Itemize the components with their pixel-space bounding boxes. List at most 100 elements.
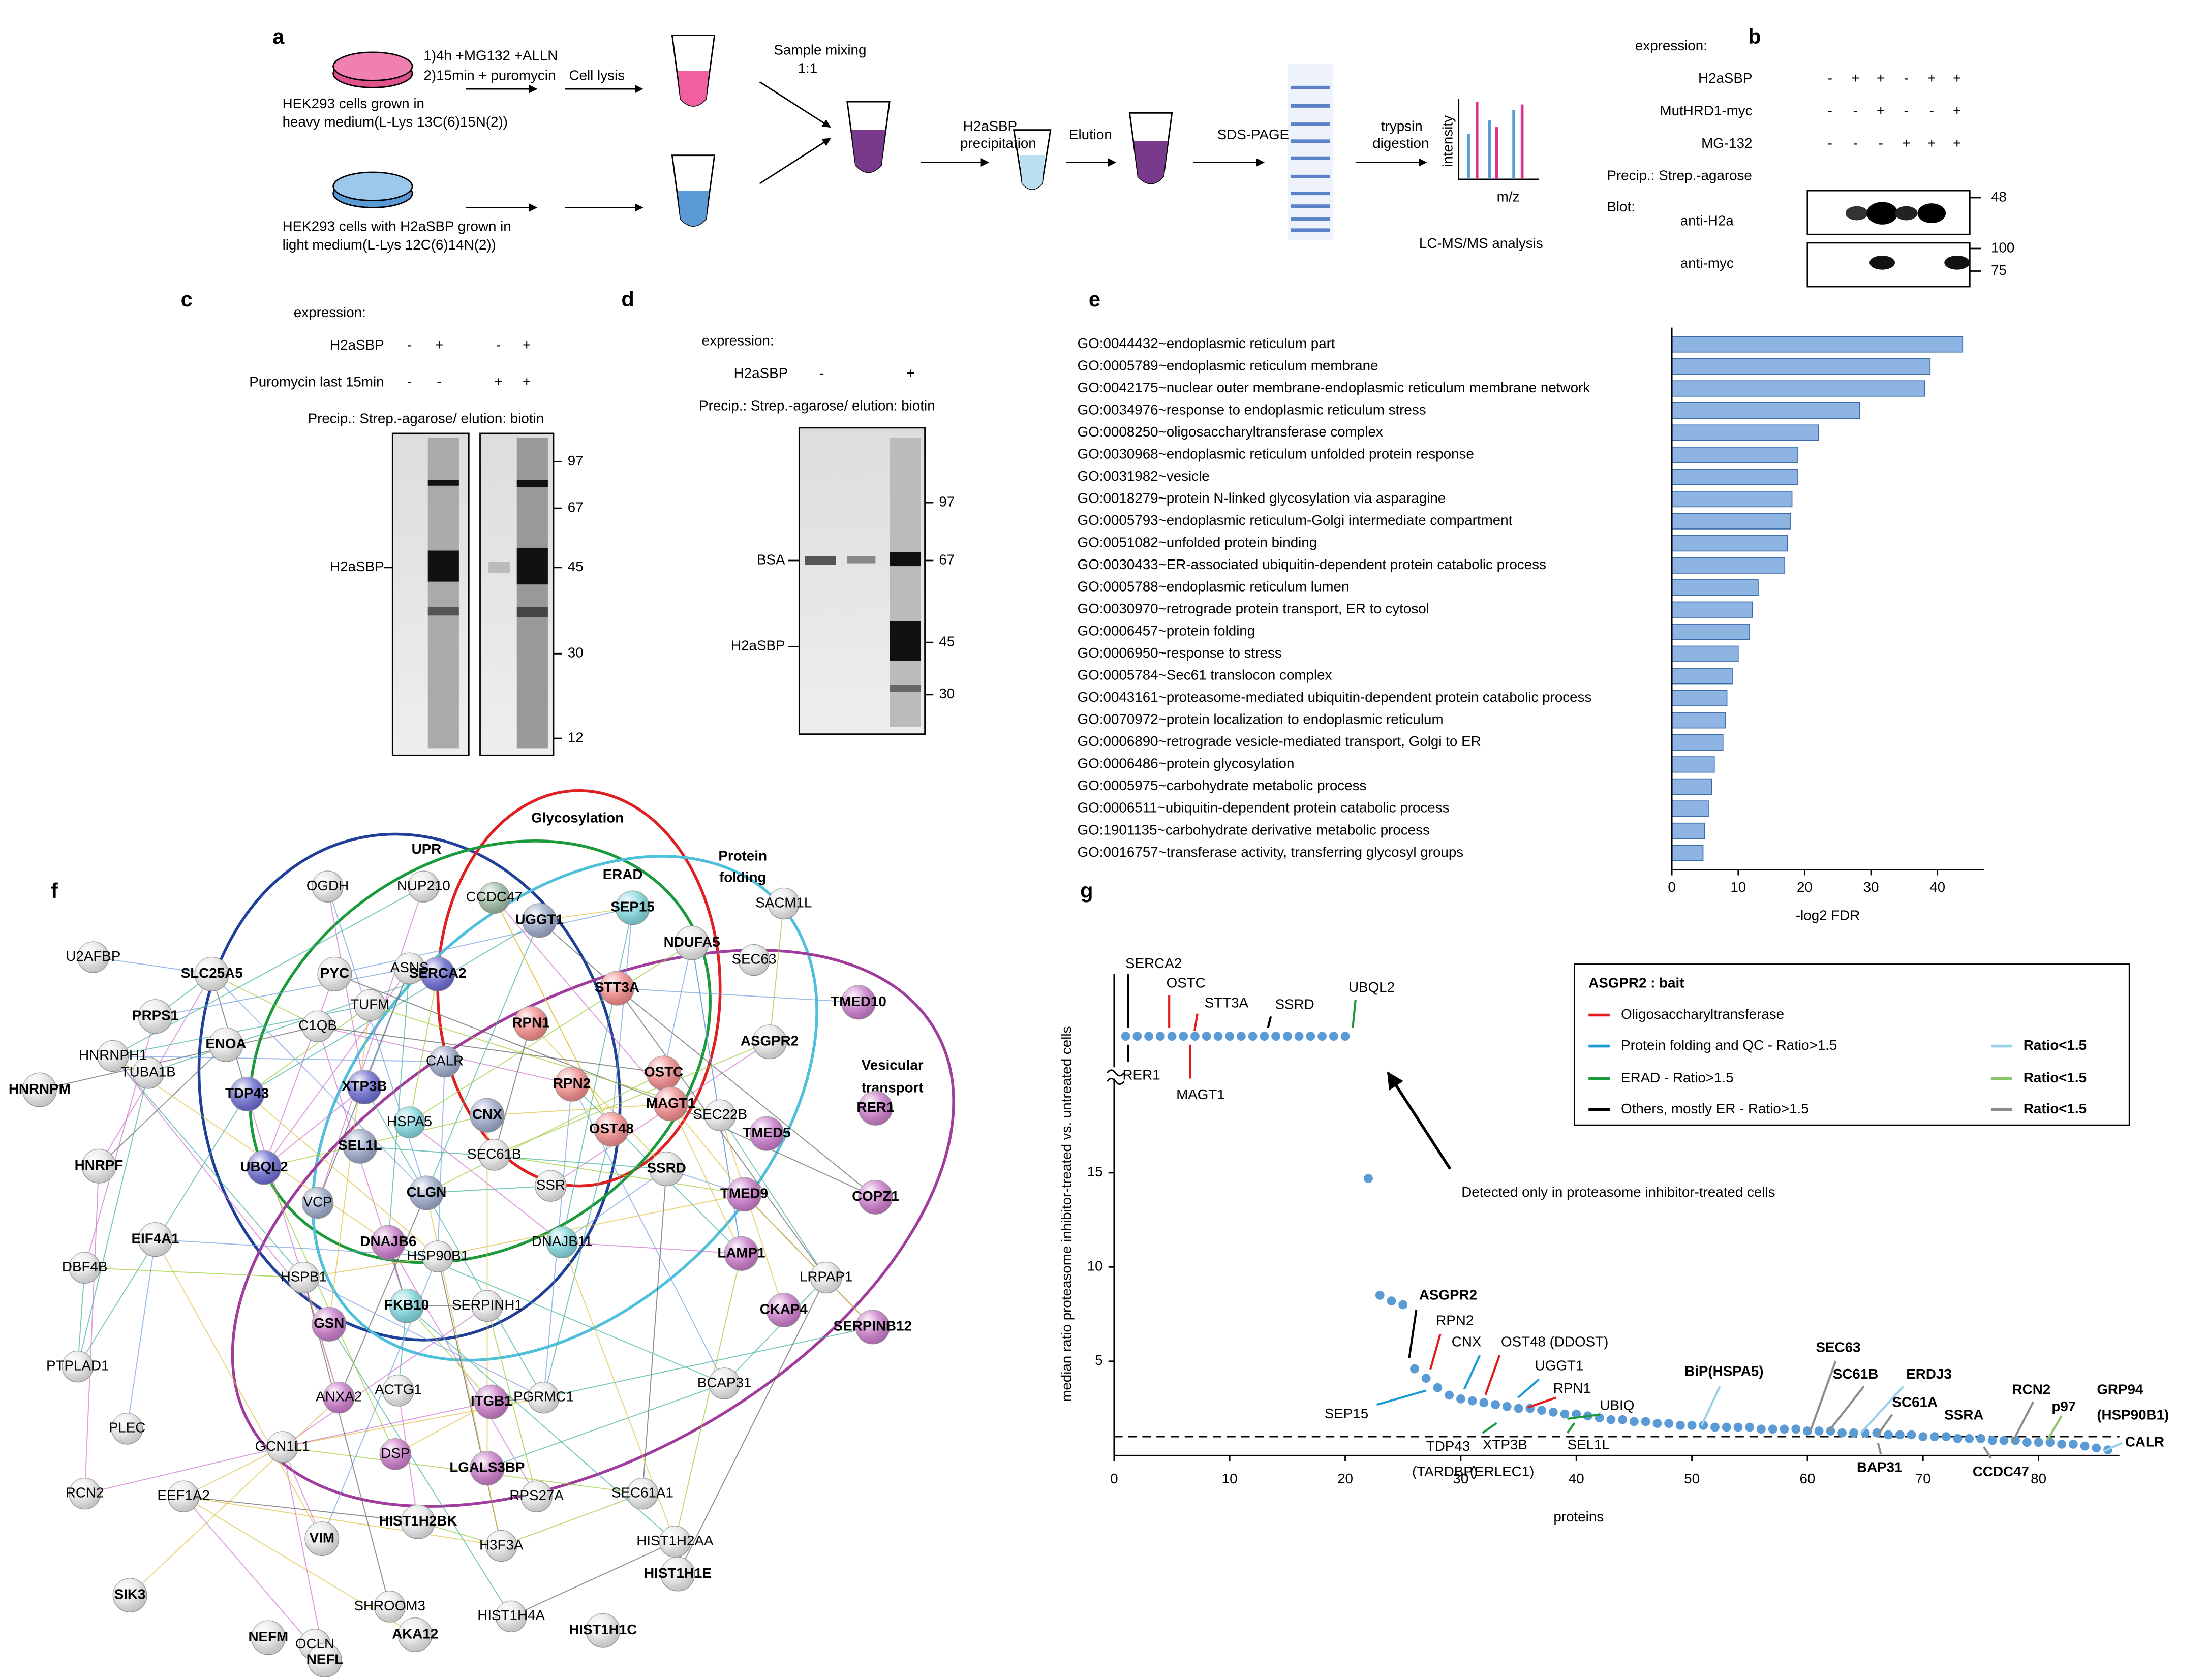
panel-label: g (1080, 879, 1093, 903)
node-label: CLGN (407, 1184, 447, 1200)
node-shine (752, 1024, 787, 1059)
condition-sign: + (495, 374, 503, 389)
node-label: ACTG1 (375, 1382, 422, 1397)
annotation: SERCA2 (1125, 955, 1182, 971)
x-tick-label: 60 (1799, 1471, 1815, 1486)
condition-label: Puromycin last 15min (249, 374, 384, 389)
point (1780, 1424, 1789, 1434)
category-label: GO:0070972~protein localization to endop… (1078, 711, 1444, 727)
node-shine (230, 1077, 264, 1111)
node-shine (659, 1526, 691, 1558)
node-label: SEC63 (731, 951, 776, 967)
annotation: ASGPR2 (1419, 1287, 1477, 1303)
node-label: ASGPR2 (741, 1033, 799, 1049)
group-label: UPR (412, 841, 442, 857)
bar (1671, 336, 1964, 353)
node-label: HIST1H2BK (379, 1513, 457, 1529)
condition-sign: - (1853, 135, 1858, 151)
band-label: BSA (757, 551, 785, 567)
bar (1671, 668, 1733, 685)
node-shine (522, 904, 557, 938)
western-blots (1806, 190, 1971, 288)
annotation: OSTC (1167, 975, 1206, 991)
point-inhibitor-only (1340, 1032, 1350, 1041)
network-edge (303, 1256, 438, 1279)
point (1930, 1432, 1939, 1442)
leader-line (1860, 1385, 1905, 1434)
node-shine (69, 1478, 101, 1509)
x-tick-label: 20 (1797, 879, 1813, 895)
x-tick-label: 80 (2031, 1471, 2046, 1486)
network-edge (363, 1086, 544, 1398)
panel-label: f (51, 879, 58, 903)
node-shine (485, 1530, 517, 1562)
point (1548, 1408, 1558, 1417)
node-label: TMED9 (720, 1186, 768, 1201)
node-shine (767, 1293, 801, 1327)
workflow-text: heavy medium(L-Lys 13C(6)15N(2)) (283, 114, 508, 130)
network-edge (247, 1005, 371, 1095)
legend-label: Ratio<1.5 (2024, 1037, 2087, 1053)
condition-sign: - (407, 374, 412, 389)
network-edge (543, 1326, 873, 1398)
point-inhibitor-only (1144, 1032, 1153, 1041)
node-shine (661, 1557, 695, 1591)
bar (1671, 822, 1705, 839)
leader-line (1877, 1414, 1893, 1435)
category-label: GO:0016757~transferase activity, transfe… (1078, 844, 1464, 860)
point (1606, 1415, 1616, 1424)
node-label: VIM (310, 1530, 334, 1545)
annotation: CNX (1452, 1333, 1482, 1349)
legend-box (1574, 963, 2130, 1126)
point-inhibitor-only (1121, 1032, 1130, 1041)
condition-sign: + (1927, 70, 1936, 86)
annotation: TDP43 (1426, 1438, 1470, 1454)
bar (1671, 712, 1726, 729)
node-shine (471, 1290, 503, 1322)
node-label: OST48 (589, 1121, 634, 1136)
node-label: MAGT1 (646, 1095, 695, 1111)
category-label: GO:0005975~carbohydrate metabolic proces… (1078, 777, 1367, 793)
node-shine (209, 1028, 243, 1062)
leader-line (1567, 1413, 1600, 1420)
node-shine (470, 1451, 504, 1485)
point (1467, 1396, 1477, 1406)
leader-line (1827, 1385, 1865, 1433)
workflow-text: HEK293 cells grown in (283, 96, 424, 111)
network-edge (663, 943, 693, 1073)
axis-label: -log2 FDR (1796, 907, 1860, 923)
condition-sign: - (1929, 103, 1934, 118)
node-shine (69, 1252, 101, 1284)
node-label: NEFL (306, 1651, 344, 1667)
network-edge (409, 1122, 563, 1243)
network-edge (282, 1401, 492, 1448)
node-label: NEFM (248, 1629, 288, 1644)
network-edge (617, 987, 859, 1003)
point (1733, 1422, 1743, 1432)
node-label: SERCA2 (409, 965, 467, 981)
network-edge (317, 1026, 407, 1306)
condition-sign: - (1828, 70, 1832, 86)
leader-line (1983, 1446, 1992, 1459)
heading: Blot: (1607, 199, 1635, 214)
heading: Precip.: Strep.-agarose/ elution: biotin (308, 410, 544, 426)
network-edge (98, 1044, 227, 1167)
node-label: C1QB (298, 1017, 337, 1033)
network-edge (129, 1397, 340, 1596)
node-shine (429, 1046, 461, 1077)
node-label: H3F3A (479, 1537, 524, 1552)
workflow-graphics (332, 35, 1540, 240)
point (1537, 1406, 1546, 1415)
node-label: SACM1L (755, 894, 812, 910)
leader-line (1809, 1360, 1837, 1432)
marker-label: 67 (568, 500, 584, 515)
network-edge (486, 1305, 537, 1497)
network-edge (303, 1277, 544, 1398)
node-shine (750, 1116, 784, 1151)
annotation: UBQL2 (1348, 979, 1395, 995)
point-inhibitor-only (1225, 1032, 1235, 1041)
node-label: UBQL2 (240, 1159, 288, 1174)
workflow-text: HEK293 cells with H2aSBP grown in (283, 219, 511, 234)
condition-sign: + (1953, 103, 1961, 118)
marker-label: 97 (568, 453, 584, 469)
